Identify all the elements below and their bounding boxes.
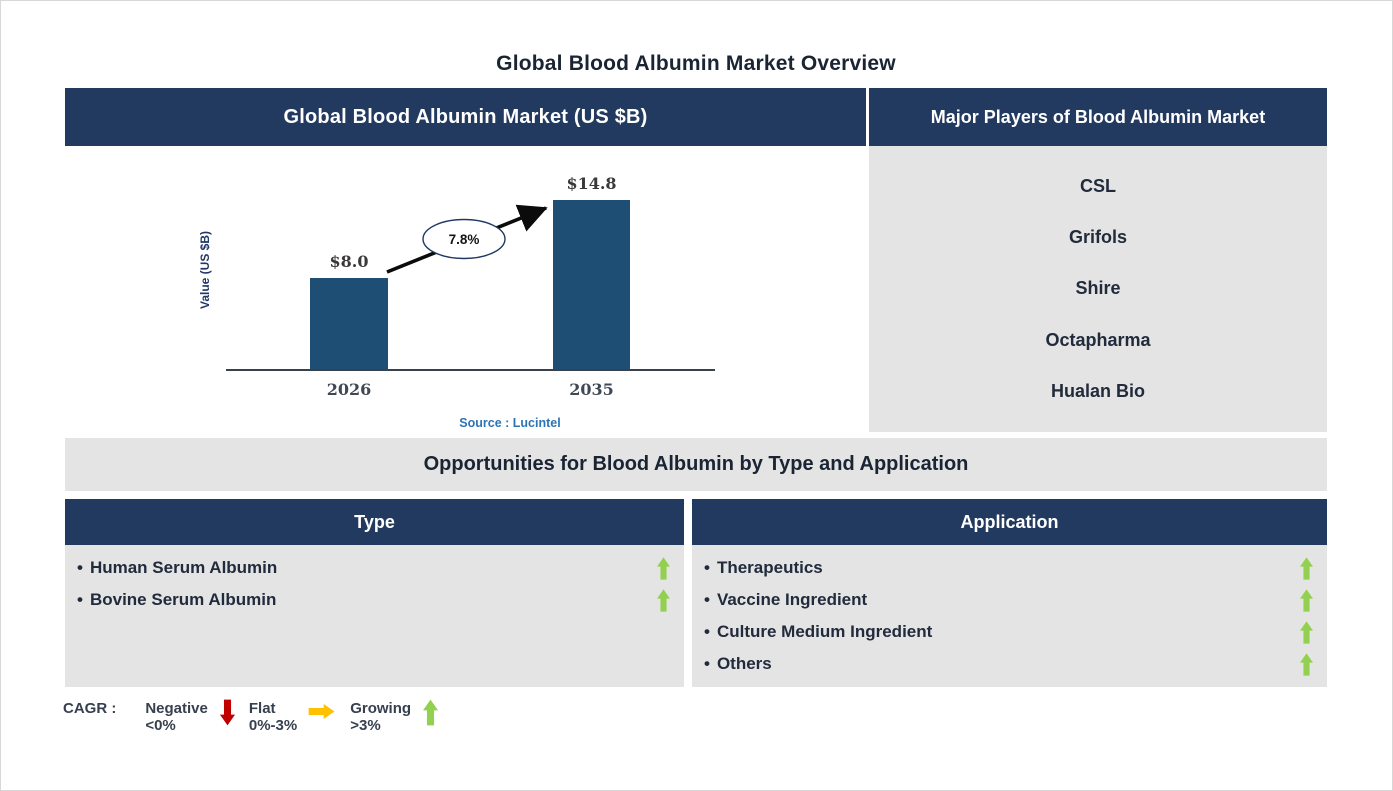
growing-up-arrow-icon [423, 698, 439, 727]
x-tick-2035: 2035 [569, 380, 614, 399]
growing-up-arrow-icon [1300, 652, 1313, 676]
growth-arrow [386, 204, 548, 274]
legend-entry-range: >3% [350, 717, 381, 734]
bullet-icon: • [704, 590, 710, 609]
players-header: Major Players of Blood Albumin Market [869, 88, 1327, 146]
growing-up-arrow-icon [1300, 556, 1313, 580]
page-title: Global Blood Albumin Market Overview [496, 52, 896, 75]
player-item: Grifols [1068, 227, 1127, 248]
x-axis-line [226, 369, 715, 371]
legend-entry-name: Growing [350, 700, 412, 717]
list-item: • Therapeutics [692, 552, 1327, 584]
cagr-legend: CAGR : Negative <0% Flat 0%-3% Growing >… [63, 698, 439, 734]
y-axis-label: Value (US $B) [198, 230, 212, 310]
player-item: CSL [1080, 176, 1116, 197]
negative-down-arrow-icon [219, 698, 235, 727]
bar-value-label: $8.0 [329, 252, 369, 271]
legend-entry-growing: Growing >3% [350, 698, 439, 734]
type-item-label: Bovine Serum Albumin [89, 590, 277, 609]
flat-right-arrow-icon [307, 704, 336, 719]
bullet-icon: • [704, 622, 710, 641]
cagr-ellipse [422, 218, 506, 260]
bullet-icon: • [77, 558, 83, 577]
bullet-icon: • [704, 654, 710, 673]
player-item: Hualan Bio [1050, 380, 1145, 401]
list-item: • Culture Medium Ingredient [692, 616, 1327, 648]
player-item: Octapharma [1045, 329, 1151, 350]
application-item-label: Others [716, 654, 772, 673]
growing-up-arrow-icon [1300, 588, 1313, 612]
application-panel-list: • Therapeutics • Vaccine Ingredient • Cu… [692, 545, 1327, 687]
cagr-value: 7.8% [449, 232, 480, 247]
growing-up-arrow-icon [657, 588, 670, 612]
player-item: Shire [1075, 278, 1121, 299]
legend-entry-name: Flat [248, 700, 276, 717]
bar-2026 [310, 278, 388, 369]
growing-up-arrow-icon [1300, 620, 1313, 644]
application-item-label: Therapeutics [716, 558, 823, 577]
legend-entry-range: <0% [145, 717, 176, 734]
list-item: • Others [692, 648, 1327, 680]
bar-2035 [553, 200, 630, 369]
players-list: CSL Grifols Shire Octapharma Hualan Bio [869, 146, 1327, 432]
x-tick-2026: 2026 [326, 380, 372, 399]
application-item-label: Culture Medium Ingredient [716, 622, 933, 641]
legend-entry-negative: Negative <0% [145, 698, 235, 734]
application-item-label: Vaccine Ingredient [716, 590, 868, 609]
bullet-icon: • [77, 590, 83, 609]
application-panel-header: Application [692, 499, 1327, 545]
list-item: • Bovine Serum Albumin [65, 584, 684, 616]
source-note: Source : Lucintel [459, 416, 561, 430]
list-item: • Human Serum Albumin [65, 552, 684, 584]
legend-title: CAGR : [63, 700, 117, 717]
opportunities-title: Opportunities for Blood Albumin by Type … [65, 438, 1327, 491]
growing-up-arrow-icon [657, 556, 670, 580]
bar-chart: Value (US $B) $8.0 $14.8 2026 2035 7.8% … [65, 146, 866, 438]
bar-group-2026: $8.0 [310, 252, 388, 369]
bar-group-2035: $14.8 [553, 174, 630, 369]
list-item: • Vaccine Ingredient [692, 584, 1327, 616]
type-item-label: Human Serum Albumin [89, 558, 278, 577]
legend-entry-name: Negative [145, 700, 208, 717]
cagr-arrow-annotation: 7.8% [386, 204, 548, 274]
market-chart-header: Global Blood Albumin Market (US $B) [65, 88, 866, 146]
type-panel-header: Type [65, 499, 684, 545]
legend-entry-range: 0%-3% [248, 717, 298, 734]
type-panel-list: • Human Serum Albumin • Bovine Serum Alb… [65, 545, 684, 687]
legend-entry-flat: Flat 0%-3% [249, 698, 336, 734]
bullet-icon: • [704, 558, 710, 577]
bar-value-label: $14.8 [566, 174, 617, 193]
